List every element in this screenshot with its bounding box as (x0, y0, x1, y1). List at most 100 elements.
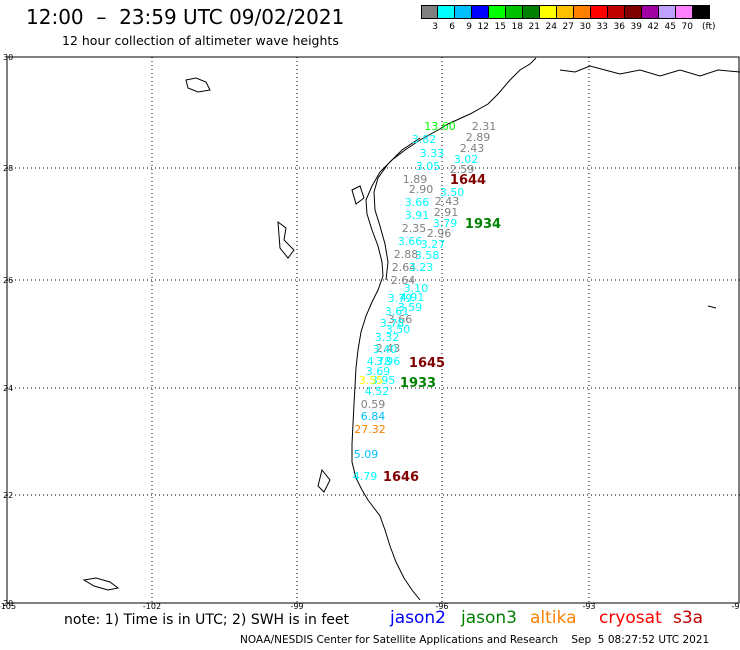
swh-value: 3.33 (420, 147, 445, 160)
scale-swatch (523, 5, 540, 19)
track-time: 1646 (383, 470, 419, 485)
altimeter-observations: 13.60 2.313.82 2.892.433.33 3.023.05 2.591.8… (353, 120, 497, 483)
islet-east (707, 305, 717, 309)
lat-lon-grid: 30 28 26 24 22 20-105 -102 -99 -96 -93 -90 (0, 53, 740, 611)
swh-value: 3.79 (388, 292, 413, 305)
map-title: 12:00 – 23:59 UTC 09/02/2021 (26, 5, 345, 29)
swh-value: 2.64 (392, 261, 417, 274)
scale-label: 36 (613, 22, 625, 32)
satellite-jason3: jason3 (461, 608, 517, 628)
swh-value: 3.78 (380, 317, 405, 330)
lat-label: 22 (3, 491, 13, 500)
scale-label: 12 (477, 22, 489, 32)
lat-label: 24 (3, 384, 13, 393)
lat-label: 28 (3, 164, 13, 173)
satellite-s3a: s3a (673, 608, 704, 628)
lon-label: -102 (143, 602, 161, 611)
credit-line: NOAA/NESDIS Center for Satellite Applica… (240, 634, 710, 646)
map-frame (6, 56, 740, 604)
swh-value: 5.09 (354, 448, 379, 461)
swh-value: 2.90 (409, 183, 434, 196)
swh-value: 3.40 (373, 343, 398, 356)
lat-label: 20 (3, 599, 13, 608)
scale-label: 33 (596, 22, 608, 32)
lat-label: 30 (3, 53, 13, 62)
lon-label: -96 (435, 602, 448, 611)
scale-swatch (472, 5, 489, 19)
scale-swatch (591, 5, 608, 19)
swh-value: 2.59 (450, 163, 475, 176)
swh-value: 2.35 (402, 222, 427, 235)
satellite-cryosat: cryosat (599, 608, 662, 628)
scale-label: 70 (681, 22, 693, 32)
swh-value: 3.58 (415, 249, 440, 262)
swh-value: 3.50 (386, 323, 411, 336)
lake-fragment-4 (317, 468, 331, 493)
swh-value: 3.32 (375, 331, 400, 344)
swh-value: 3.66 (405, 196, 430, 209)
lon-label: -99 (290, 602, 303, 611)
scale-swatch (659, 5, 676, 19)
scale-label: 21 (528, 22, 540, 32)
swh-value: 3.69 (366, 365, 391, 378)
swh-value: 3.27 (421, 238, 446, 251)
swh-value: 3.23 (409, 261, 434, 274)
lat-label: 26 (3, 276, 13, 285)
swh-value: 3.10 (404, 282, 429, 295)
swh-value: 2.43 (376, 342, 401, 355)
scale-unit-label: (ft) (702, 22, 716, 32)
scale-swatch (642, 5, 659, 19)
cuba-coast (82, 577, 120, 591)
gulf-coastline (351, 57, 537, 601)
scale-swatch (421, 5, 438, 19)
footnote: note: 1) Time is in UTC; 2) SWH is in fe… (64, 612, 350, 628)
swh-value: 3.05 (416, 160, 441, 173)
scale-swatch (608, 5, 625, 19)
swh-value: 27.32 (354, 423, 386, 436)
scale-label: 18 (511, 22, 523, 32)
swh-value: 3.61 (385, 305, 410, 318)
swh-value: 3.95 (371, 374, 396, 387)
scale-label: 30 (579, 22, 591, 32)
swh-value: 3.79 (433, 217, 458, 230)
satellite-altika: altika (530, 608, 577, 628)
swh-value: 3.50 (440, 186, 465, 199)
swh-value: 2.88 (394, 248, 419, 261)
scale-swatch (506, 5, 523, 19)
swh-value: 13.60 (424, 120, 456, 133)
color-scale-legend: 3 6 9 12 15 18 21 24 27 30 33 36 39 42 45 70 (421, 5, 710, 32)
swh-value: 3.02 (454, 153, 479, 166)
swh-value: 2.91 (434, 206, 459, 219)
swh-value: 2.64 (391, 274, 416, 287)
lake-fragment-1 (185, 77, 211, 93)
lake-fragment-3 (277, 220, 295, 259)
scale-label: 3 (432, 22, 438, 32)
swh-value: 4.79 (353, 470, 378, 483)
scale-label: 39 (630, 22, 642, 32)
swh-value: 3.66 (398, 235, 423, 248)
swh-value: 2.96 (427, 227, 452, 240)
swh-value: 3.96 (376, 355, 401, 368)
scale-label: 27 (562, 22, 574, 32)
scale-swatch (540, 5, 557, 19)
scale-label: 42 (647, 22, 659, 32)
scale-label: 15 (494, 22, 506, 32)
scale-label: 24 (545, 22, 557, 32)
map-subtitle: 12 hour collection of altimeter wave hei… (62, 33, 339, 48)
track-time: 1933 (400, 376, 436, 391)
scale-swatch (438, 5, 455, 19)
scale-swatch (489, 5, 506, 19)
scale-label: 45 (664, 22, 676, 32)
lon-label: -93 (582, 602, 595, 611)
swh-value: 3.91 (405, 209, 430, 222)
track-time: 1645 (409, 356, 445, 371)
track-time: 1934 (465, 217, 501, 232)
swh-value: 4.78 (367, 355, 392, 368)
lon-label: -105 (0, 602, 16, 611)
lon-label: -90 (731, 602, 740, 611)
swh-value: 3.82 (412, 133, 437, 146)
scale-swatch (574, 5, 591, 19)
swh-value: 2.43 (460, 142, 485, 155)
coastline (82, 57, 740, 601)
